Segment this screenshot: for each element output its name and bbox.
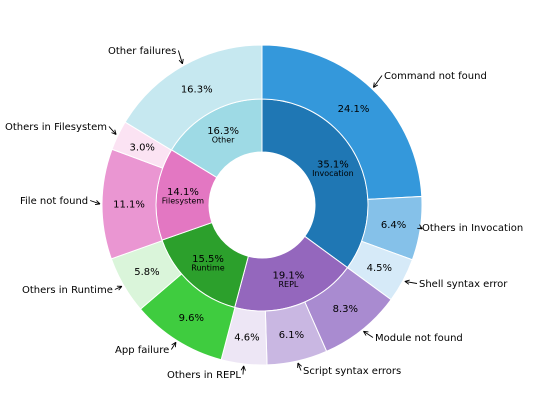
callout-label-file-not-found: File not found: [20, 196, 88, 207]
outer-slice-command-not-found-percent: 24.1%: [338, 104, 370, 115]
inner-slice-other-name: Other: [212, 136, 235, 145]
outer-slice-others-in-filesystem-percent: 3.0%: [130, 143, 155, 154]
callout-arrow-app-failure: [170, 341, 177, 350]
callout-arrow-other-failures: [177, 50, 184, 65]
callout-arrow-file-not-found: [89, 200, 101, 205]
outer-slice-other-failures-percent: 16.3%: [181, 85, 213, 96]
outer-slice-file-not-found-percent: 11.1%: [113, 200, 145, 211]
inner-slice-filesystem-percent: 14.1%: [167, 187, 199, 198]
outer-slice-other-failures: [124, 44, 263, 151]
callout-label-command-not-found: Command not found: [384, 71, 487, 82]
callout-label-module-not-found: Module not found: [375, 333, 463, 344]
outer-slice-shell-syntax-error-percent: 4.5%: [367, 263, 392, 274]
callout-label-others-in-repl: Others in REPL: [167, 370, 241, 381]
outer-slice-app-failure-percent: 9.6%: [179, 313, 204, 324]
outer-slice-command-not-found: [261, 44, 423, 200]
callout-arrow-others-in-repl: [240, 365, 246, 375]
callout-label-others-in-filesystem: Others in Filesystem: [5, 122, 107, 133]
outer-ring: [101, 44, 423, 366]
outer-slice-script-syntax-errors-percent: 6.1%: [279, 330, 304, 341]
inner-slice-runtime-name: Runtime: [191, 263, 224, 272]
inner-ring: [155, 98, 369, 312]
callout-arrow-others-in-runtime: [114, 285, 123, 291]
callout-label-others-in-invocation: Others in Invocation: [422, 223, 523, 234]
inner-slice-invocation-percent: 35.1%: [317, 160, 349, 171]
callout-label-other-failures: Other failures: [108, 46, 176, 57]
outer-slice-others-in-repl-percent: 4.6%: [234, 333, 259, 344]
outer-slice-others-in-invocation-percent: 6.4%: [381, 220, 406, 231]
callout-arrow-command-not-found: [373, 75, 383, 88]
inner-slice-repl-name: REPL: [278, 280, 298, 289]
callout-arrow-script-syntax-errors: [297, 362, 302, 371]
callout-arrow-others-in-invocation: [417, 224, 423, 230]
inner-slice-other-percent: 16.3%: [207, 126, 239, 137]
inner-slice-runtime-percent: 15.5%: [192, 254, 224, 265]
callouts: Command not found Others in Invocation She…: [5, 46, 523, 381]
outer-slice-module-not-found-percent: 8.3%: [333, 304, 358, 315]
callout-arrow-module-not-found: [363, 330, 374, 338]
labels: 35.1%Invocation 19.1%REPL 15.5%Runtime 14.1…: [113, 85, 406, 344]
inner-slice-filesystem-name: Filesystem: [162, 197, 205, 206]
callout-label-others-in-runtime: Others in Runtime: [22, 285, 113, 296]
callout-arrow-shell-syntax-error: [404, 279, 418, 285]
callout-label-shell-syntax-error: Shell syntax error: [419, 279, 508, 290]
callout-arrow-others-in-filesystem: [108, 126, 117, 135]
callout-label-script-syntax-errors: Script syntax errors: [303, 366, 401, 377]
inner-slice-repl-percent: 19.1%: [273, 270, 305, 281]
outer-slice-others-in-runtime-percent: 5.8%: [134, 267, 159, 278]
inner-slice-invocation-name: Invocation: [312, 169, 354, 178]
callout-label-app-failure: App failure: [115, 345, 169, 356]
